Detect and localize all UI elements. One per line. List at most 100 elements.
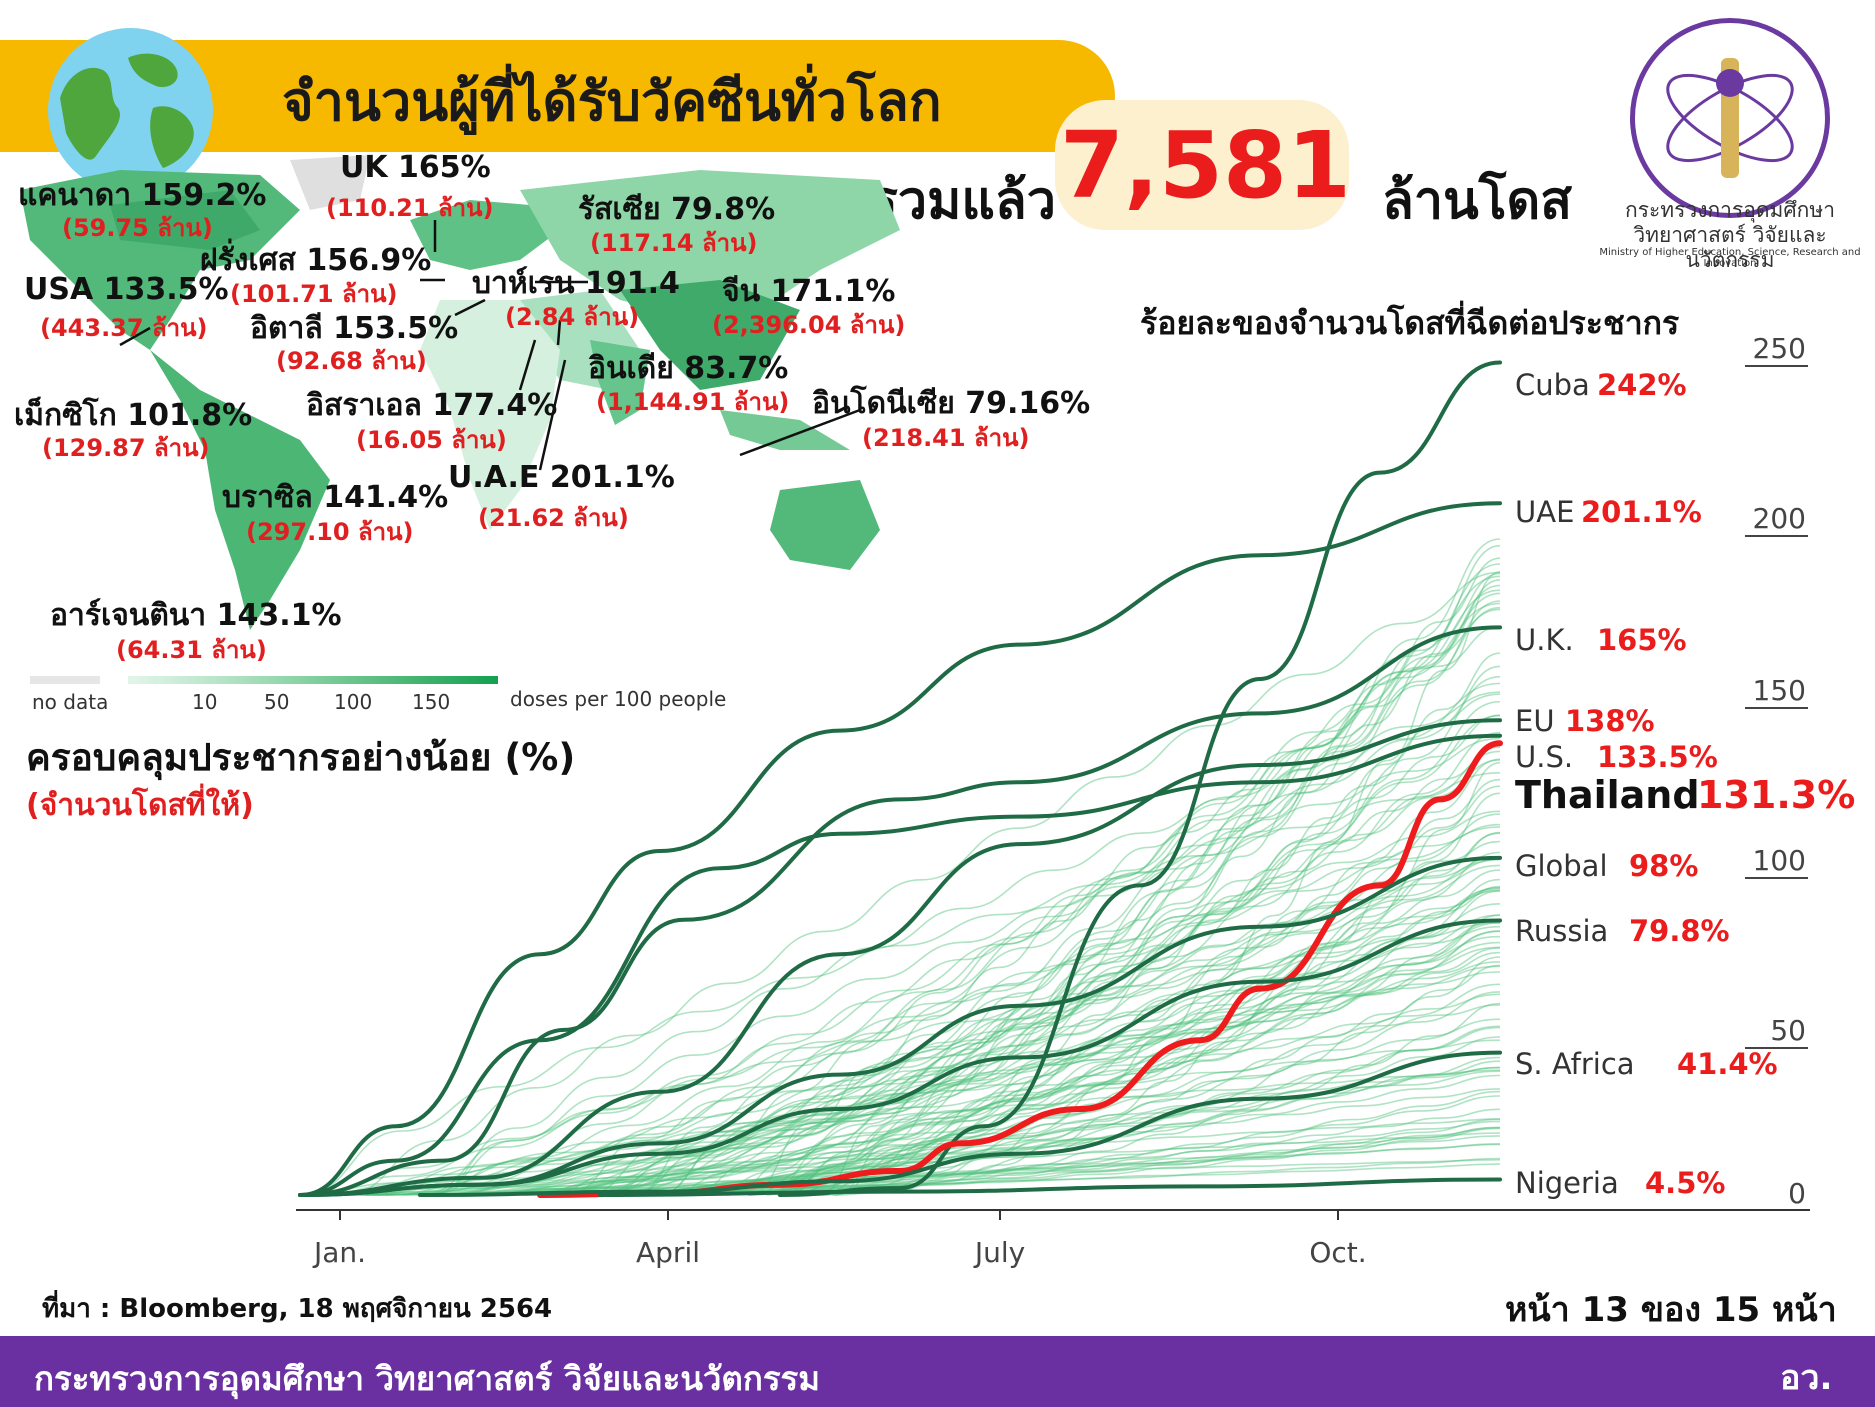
ministry-name-en: Ministry of Higher Education, Science, R…	[1599, 247, 1861, 269]
legend-swatch-no-data	[30, 676, 100, 684]
source-note: ที่มา : Bloomberg, 18 พฤศจิกายน 2564	[42, 1294, 553, 1324]
series-value-label: 79.8%	[1629, 914, 1730, 948]
background-series-line	[478, 1159, 1501, 1196]
background-series-line	[431, 887, 1501, 1196]
series-name-label: UAE	[1515, 495, 1574, 529]
y-tick-label: 250	[1753, 332, 1806, 365]
chart-title: ร้อยละของจำนวนโดสที่ฉีดต่อประชากร	[1140, 304, 1680, 342]
background-series-line	[416, 919, 1501, 1196]
background-series-line	[656, 855, 1501, 1196]
series-value-label: 133.5%	[1597, 740, 1718, 774]
background-series-line	[834, 761, 1501, 1196]
series-name-label: EU	[1515, 704, 1555, 738]
background-series-line	[486, 1025, 1501, 1196]
series-name-label: U.K.	[1515, 623, 1574, 657]
y-tick-label: 50	[1770, 1014, 1806, 1047]
background-series-line	[687, 759, 1501, 1196]
legend-unit: doses per 100 people	[510, 687, 727, 711]
background-series-line	[376, 930, 1501, 1196]
map-doses-uk: (110.21 ล้าน)	[326, 194, 494, 222]
ministry-name-th: กระทรวงการอุดมศึกษา วิทยาศาสตร์ วิจัยและ…	[1625, 198, 1835, 272]
series-name-label: U.S.	[1515, 740, 1573, 774]
chart-axis: Jan. April July Oct. 250 200 150 100 50 0	[296, 332, 1810, 1269]
background-series-line	[703, 758, 1501, 1196]
background-series-line	[701, 832, 1501, 1196]
map-label-argentina: อาร์เจนตินา 143.1%	[50, 598, 342, 633]
background-series-line	[778, 557, 1501, 1196]
series-line-uk	[298, 625, 1502, 1197]
legend-no-data: no data	[32, 690, 109, 714]
background-series-line	[662, 993, 1501, 1196]
map-doses-usa: (443.37 ล้าน)	[40, 314, 208, 342]
map-doses-mexico: (129.87 ล้าน)	[42, 434, 210, 462]
background-series-line	[564, 810, 1501, 1196]
series-value-label: 138%	[1565, 704, 1655, 738]
background-series-line	[789, 831, 1501, 1196]
background-series-line	[748, 1066, 1501, 1196]
background-series-line	[565, 1026, 1501, 1196]
background-series-line	[426, 737, 1501, 1196]
coverage-subtitle: (จำนวนโดสที่ให้)	[26, 788, 254, 823]
legend-tick-150: 150	[412, 690, 451, 714]
series-line-uae	[298, 501, 1502, 1197]
background-series-line	[383, 714, 1501, 1196]
map-label-bahrain: บาห์เรน 191.4	[472, 266, 680, 301]
series-value-label: 201.1%	[1581, 495, 1702, 529]
globe-icon	[48, 28, 213, 193]
background-series-line	[546, 606, 1501, 1196]
background-series-line	[345, 1070, 1501, 1196]
y-tick-label: 0	[1788, 1177, 1806, 1210]
background-series-line	[652, 1088, 1501, 1196]
background-series-line	[522, 731, 1501, 1196]
background-series-line	[543, 889, 1501, 1196]
ministry-logo	[1630, 18, 1830, 218]
background-series-line	[822, 571, 1501, 1196]
map-doses-indonesia: (218.41 ล้าน)	[862, 424, 1030, 452]
series-line-cuba	[778, 360, 1502, 1197]
series-value-label: 98%	[1629, 849, 1698, 883]
map-doses-argentina: (64.31 ล้าน)	[116, 636, 267, 664]
vaccination-line-chart: Cuba 242% UAE 201.1% U.K. 165% EU 138%U.S. 133.5…	[296, 332, 1855, 1269]
background-series-line	[717, 947, 1501, 1196]
background-series-line	[342, 571, 1501, 1196]
background-series-line	[425, 693, 1501, 1196]
series-value-label: 4.5%	[1645, 1166, 1725, 1200]
series-name-label: Nigeria	[1515, 1166, 1619, 1200]
background-series-line	[810, 652, 1501, 1196]
map-label-france: ฝรั่งเศส 156.9%	[200, 243, 432, 278]
background-series-line	[707, 572, 1501, 1196]
x-tick-label: April	[636, 1236, 700, 1269]
map-doses-russia: (117.14 ล้าน)	[590, 229, 758, 257]
map-label-mexico: เม็กซิโก 101.8%	[14, 398, 253, 433]
total-unit: ล้านโดส	[1382, 171, 1573, 231]
map-doses-bahrain: (2.84 ล้าน)	[505, 303, 640, 331]
y-tick-label: 100	[1753, 844, 1806, 877]
background-series-line	[525, 592, 1501, 1196]
background-series-line	[777, 869, 1501, 1196]
x-tick-label: Oct.	[1309, 1236, 1366, 1269]
background-series-line	[834, 746, 1501, 1196]
map-label-russia: รัสเซีย 79.8%	[578, 192, 776, 227]
x-tick-label: Jan.	[312, 1236, 366, 1269]
background-series-line	[726, 714, 1501, 1196]
background-series-line	[569, 584, 1501, 1196]
background-series-line	[373, 1069, 1501, 1196]
legend-tick-100: 100	[334, 690, 373, 714]
map-doses-italy: (92.68 ล้าน)	[276, 347, 427, 375]
series-line-us	[298, 733, 1502, 1197]
series-name-label: Russia	[1515, 914, 1608, 948]
page-indicator: หน้า 13 ของ 15 หน้า	[1505, 1290, 1837, 1330]
series-line-russia	[298, 918, 1502, 1197]
background-series-line	[366, 921, 1501, 1196]
series-value-label: 165%	[1597, 623, 1687, 657]
background-series-line	[303, 941, 1501, 1196]
series-value-label: 131.3%	[1697, 773, 1855, 817]
map-label-indonesia: อินโดนีเซีย 79.16%	[812, 386, 1091, 421]
map-label-uk: UK 165%	[340, 150, 491, 185]
map-label-canada: แคนาดา 159.2%	[18, 178, 267, 213]
map-doses-uae: (21.62 ล้าน)	[478, 504, 629, 532]
background-series-line	[424, 983, 1501, 1196]
footer-bar	[0, 1336, 1875, 1407]
legend-tick-10: 10	[192, 690, 218, 714]
background-series-line	[766, 888, 1501, 1196]
